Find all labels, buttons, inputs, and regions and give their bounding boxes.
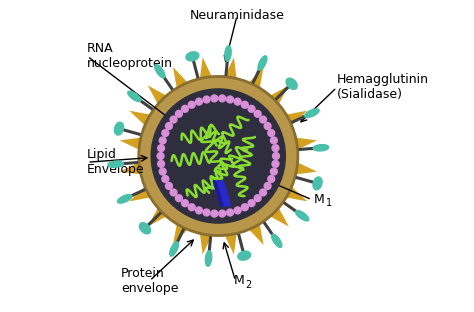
Circle shape — [272, 160, 279, 167]
Circle shape — [248, 200, 255, 207]
Circle shape — [203, 209, 210, 216]
Polygon shape — [266, 85, 289, 109]
Ellipse shape — [170, 242, 179, 256]
Polygon shape — [148, 85, 171, 109]
Polygon shape — [266, 203, 289, 227]
Text: Lipid
Envelope: Lipid Envelope — [87, 148, 145, 176]
Polygon shape — [281, 111, 307, 129]
Circle shape — [195, 98, 202, 105]
Circle shape — [170, 189, 177, 196]
Ellipse shape — [139, 223, 151, 234]
Circle shape — [211, 95, 218, 102]
Circle shape — [234, 98, 241, 105]
Circle shape — [162, 129, 169, 136]
Circle shape — [175, 195, 182, 202]
Ellipse shape — [205, 251, 212, 266]
Ellipse shape — [155, 65, 165, 78]
Text: Protein
envelope: Protein envelope — [121, 267, 178, 295]
Circle shape — [227, 209, 234, 216]
Circle shape — [170, 116, 177, 123]
Text: M: M — [313, 193, 324, 206]
Circle shape — [182, 200, 189, 207]
Ellipse shape — [238, 251, 251, 260]
Ellipse shape — [272, 234, 282, 247]
Polygon shape — [173, 219, 191, 245]
Circle shape — [219, 95, 226, 102]
Ellipse shape — [258, 56, 267, 70]
Circle shape — [158, 160, 164, 167]
Ellipse shape — [108, 161, 123, 168]
Ellipse shape — [118, 194, 132, 203]
Circle shape — [211, 210, 218, 217]
Circle shape — [158, 145, 164, 152]
Polygon shape — [129, 183, 155, 201]
Circle shape — [273, 153, 280, 159]
Polygon shape — [223, 228, 237, 255]
Circle shape — [234, 207, 241, 214]
Circle shape — [248, 105, 255, 112]
Ellipse shape — [151, 89, 285, 223]
Polygon shape — [246, 219, 264, 245]
Polygon shape — [213, 181, 231, 206]
Circle shape — [227, 96, 234, 103]
Polygon shape — [199, 228, 214, 255]
Polygon shape — [291, 160, 317, 175]
Circle shape — [165, 183, 173, 189]
Circle shape — [159, 137, 166, 144]
Circle shape — [241, 204, 248, 211]
Circle shape — [219, 210, 226, 217]
Circle shape — [182, 105, 189, 112]
Polygon shape — [148, 203, 171, 227]
Circle shape — [162, 176, 169, 183]
Text: 2: 2 — [246, 280, 252, 290]
Polygon shape — [291, 137, 317, 152]
Ellipse shape — [305, 109, 319, 118]
Circle shape — [268, 176, 274, 183]
Ellipse shape — [286, 78, 297, 89]
Ellipse shape — [313, 177, 322, 190]
Text: M: M — [233, 274, 244, 287]
Polygon shape — [281, 183, 307, 201]
Circle shape — [260, 189, 266, 196]
Ellipse shape — [186, 52, 199, 61]
Text: RNA
nucleoprotein: RNA nucleoprotein — [87, 42, 173, 70]
Circle shape — [264, 183, 271, 189]
Circle shape — [271, 168, 277, 175]
Ellipse shape — [225, 46, 231, 61]
Ellipse shape — [114, 122, 124, 135]
Circle shape — [260, 116, 266, 123]
Ellipse shape — [128, 91, 141, 101]
Text: Hemagglutinin
(Sialidase): Hemagglutinin (Sialidase) — [337, 73, 429, 101]
Polygon shape — [129, 111, 155, 129]
Circle shape — [254, 195, 261, 202]
Circle shape — [175, 110, 182, 117]
Polygon shape — [199, 57, 214, 84]
Circle shape — [268, 129, 274, 136]
Circle shape — [159, 168, 166, 175]
Circle shape — [203, 96, 210, 103]
Polygon shape — [173, 67, 191, 93]
Circle shape — [264, 123, 271, 129]
Circle shape — [188, 101, 195, 108]
Text: Neuraminidase: Neuraminidase — [190, 9, 284, 22]
Circle shape — [271, 137, 277, 144]
Text: 1: 1 — [326, 198, 332, 208]
Polygon shape — [213, 181, 223, 206]
Ellipse shape — [139, 76, 298, 236]
Polygon shape — [119, 160, 146, 175]
Ellipse shape — [296, 211, 309, 221]
Circle shape — [254, 110, 261, 117]
Circle shape — [195, 207, 202, 214]
Circle shape — [157, 153, 164, 159]
Polygon shape — [119, 137, 146, 152]
Polygon shape — [246, 67, 264, 93]
Ellipse shape — [313, 144, 328, 151]
Circle shape — [165, 123, 173, 129]
Circle shape — [188, 204, 195, 211]
Circle shape — [272, 145, 279, 152]
Circle shape — [241, 101, 248, 108]
Polygon shape — [223, 57, 237, 84]
